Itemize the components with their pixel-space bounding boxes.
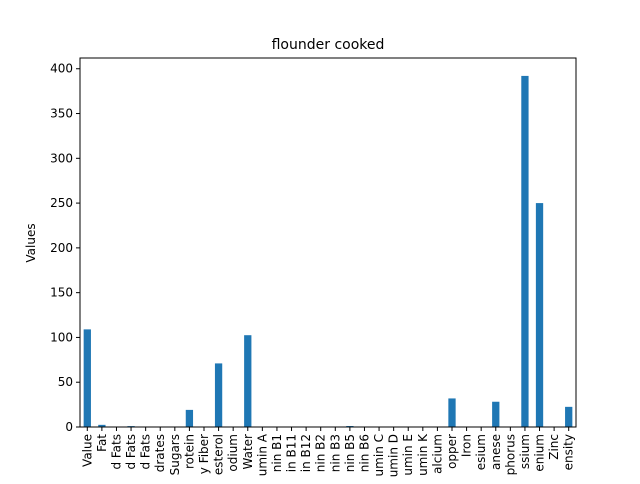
bar xyxy=(565,407,572,427)
y-axis-label: Values xyxy=(24,223,38,262)
x-tick-label: Sugars xyxy=(168,434,182,475)
x-tick-label: nin B2 xyxy=(314,434,328,472)
y-tick-label: 350 xyxy=(50,107,73,121)
plot-frame xyxy=(80,58,576,427)
x-tick-label: nin B5 xyxy=(343,434,357,472)
x-tick-label: nin B1 xyxy=(270,434,284,472)
x-tick-label: umin D xyxy=(387,434,401,477)
x-tick-label: enium xyxy=(533,434,547,472)
bar xyxy=(244,335,251,427)
x-tick-label: ssium xyxy=(518,434,532,469)
y-tick-label: 50 xyxy=(58,375,73,389)
x-tick-label: umin A xyxy=(255,433,269,476)
bar xyxy=(84,329,91,427)
x-tick-label: anese xyxy=(489,434,503,470)
x-tick-label: y Fiber xyxy=(197,434,211,474)
x-tick-label: Zinc xyxy=(547,434,561,460)
x-tick-label: esterol xyxy=(212,434,226,475)
y-tick-label: 300 xyxy=(50,151,73,165)
bars-group xyxy=(84,76,573,427)
x-tick-label: odium xyxy=(226,434,240,472)
x-tick-label: opper xyxy=(445,434,459,469)
bar xyxy=(215,363,222,427)
x-tick-label: Value xyxy=(80,434,94,467)
y-tick-label: 400 xyxy=(50,62,73,76)
y-axis: 0 50 100 150 200 250 300 350 400 xyxy=(50,62,80,434)
x-tick-label: nin B3 xyxy=(328,434,342,472)
bar xyxy=(521,76,528,427)
y-tick-label: 150 xyxy=(50,286,73,300)
x-tick-label: d Fats xyxy=(109,434,123,470)
y-tick-label: 0 xyxy=(65,420,73,434)
bar xyxy=(492,402,499,427)
bar xyxy=(448,398,455,427)
x-tick-label: in B12 xyxy=(299,434,313,472)
bar xyxy=(536,203,543,427)
x-tick-label: in B11 xyxy=(285,434,299,472)
x-tick-label: umin E xyxy=(401,434,415,476)
y-tick-label: 200 xyxy=(50,241,73,255)
x-tick-label: d Fats xyxy=(139,434,153,470)
x-tick-label: ensity xyxy=(562,434,576,470)
x-tick-label: Fat xyxy=(95,434,109,452)
y-tick-label: 250 xyxy=(50,196,73,210)
chart-title: flounder cooked xyxy=(272,37,385,53)
y-tick-label: 100 xyxy=(50,330,73,344)
x-tick-label: esium xyxy=(474,434,488,470)
x-tick-label: d Fats xyxy=(124,434,138,470)
x-tick-label: nin B6 xyxy=(357,434,371,472)
x-tick-label: Iron xyxy=(460,434,474,457)
x-tick-label: phorus xyxy=(503,434,517,475)
x-tick-label: umin K xyxy=(416,433,430,476)
x-tick-label: Water xyxy=(241,434,255,470)
x-tick-label: umin C xyxy=(372,434,386,476)
x-tick-label: rotein xyxy=(182,434,196,469)
bar xyxy=(186,410,193,427)
x-tick-label: drates xyxy=(153,434,167,472)
x-tick-label: alcium xyxy=(430,434,444,474)
